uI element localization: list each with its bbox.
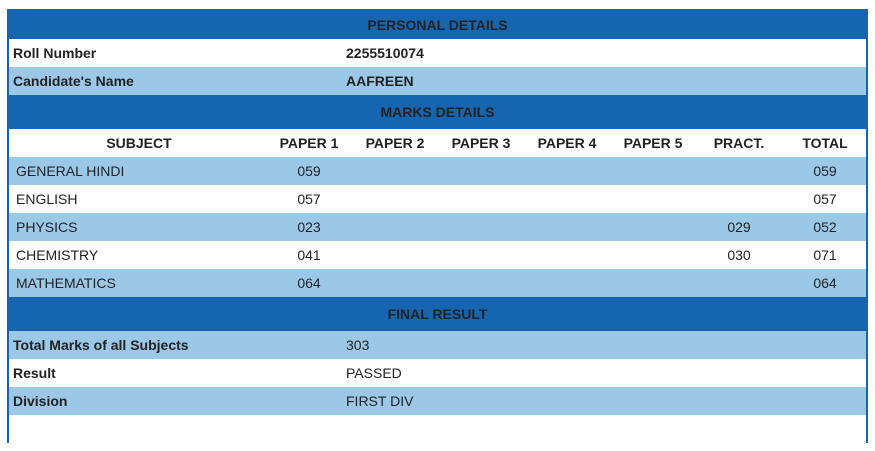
subject-name: GENERAL HINDI <box>16 163 125 179</box>
info-value: FIRST DIV <box>346 393 414 409</box>
info-row: Division FIRST DIV <box>9 387 866 415</box>
subject-name: CHEMISTRY <box>16 247 99 263</box>
section-header: FINAL RESULT <box>9 297 866 331</box>
column-header: PRACT. <box>713 135 765 151</box>
column-header: SUBJECT <box>106 135 172 151</box>
column-header: TOTAL <box>802 135 848 151</box>
column-header-row: SUBJECT PAPER 1 PAPER 2 PAPER 3 PAPER 4 PAPER… <box>9 129 866 157</box>
marks-row: PHYSICS 023 029 052 <box>9 213 866 241</box>
section-title: PERSONAL DETAILS <box>367 17 508 33</box>
subject-name: MATHEMATICS <box>16 275 116 291</box>
section-header: PERSONAL DETAILS <box>9 11 866 39</box>
info-label: Roll Number <box>13 45 97 61</box>
info-value: 2255510074 <box>346 45 424 61</box>
marks-row: ENGLISH 057 057 <box>9 185 866 213</box>
info-value: AAFREEN <box>346 73 414 89</box>
section-header: MARKS DETAILS <box>9 95 866 129</box>
info-label: Candidate's Name <box>13 73 134 89</box>
info-row: Result PASSED <box>9 359 866 387</box>
marks-row: GENERAL HINDI 059 059 <box>9 157 866 185</box>
subject-name: ENGLISH <box>16 191 78 207</box>
mark-value: 057 <box>813 191 837 207</box>
section-title: FINAL RESULT <box>387 306 488 322</box>
mark-value: 023 <box>297 219 321 235</box>
info-value: PASSED <box>346 365 402 381</box>
column-header: PAPER 5 <box>623 135 683 151</box>
info-label: Total Marks of all Subjects <box>13 337 189 353</box>
info-label: Division <box>13 393 68 409</box>
mark-value: 059 <box>297 163 321 179</box>
mark-value: 064 <box>813 275 837 291</box>
info-row: Candidate's Name AAFREEN <box>9 67 866 95</box>
marks-row: CHEMISTRY 041 030 071 <box>9 241 866 269</box>
section-title: MARKS DETAILS <box>380 104 495 120</box>
subject-name: PHYSICS <box>16 219 78 235</box>
marks-row: MATHEMATICS 064 064 <box>9 269 866 297</box>
mark-value: 052 <box>813 219 837 235</box>
mark-value: 064 <box>297 275 321 291</box>
mark-value: 041 <box>297 247 321 263</box>
column-header: PAPER 2 <box>365 135 425 151</box>
info-label: Result <box>13 365 56 381</box>
info-row <box>9 415 866 443</box>
column-header: PAPER 4 <box>537 135 597 151</box>
info-value: 303 <box>346 337 370 353</box>
mark-value: 071 <box>813 247 837 263</box>
mark-value: 029 <box>727 219 751 235</box>
info-row: Roll Number 2255510074 <box>9 39 866 67</box>
mark-value: 030 <box>727 247 751 263</box>
column-header: PAPER 1 <box>279 135 339 151</box>
mark-value: 059 <box>813 163 837 179</box>
column-header: PAPER 3 <box>451 135 511 151</box>
info-row: Total Marks of all Subjects 303 <box>9 331 866 359</box>
mark-value: 057 <box>297 191 321 207</box>
